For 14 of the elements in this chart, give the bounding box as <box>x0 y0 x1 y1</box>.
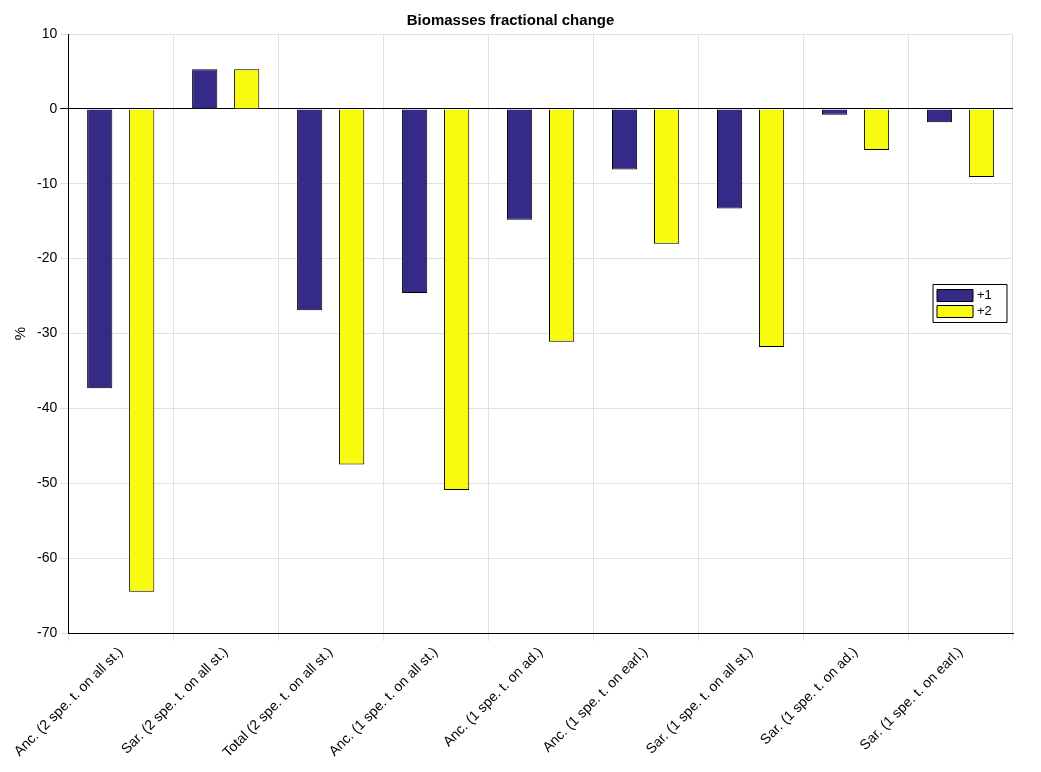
legend-label: +1 <box>977 287 992 303</box>
y-tick-label: 0 <box>49 99 58 116</box>
y-tick-label: 10 <box>41 24 58 41</box>
y-axis-title: % <box>11 326 29 341</box>
y-tick-label: -20 <box>37 249 58 266</box>
y-tick-label: -50 <box>37 474 58 491</box>
chart-title: Biomasses fractional change <box>406 11 615 29</box>
y-tick-label: -60 <box>37 549 58 566</box>
y-tick-label: -10 <box>37 174 58 191</box>
legend-label: +2 <box>977 303 992 319</box>
y-tick-label: -70 <box>37 623 58 640</box>
y-tick-label: -40 <box>37 399 58 416</box>
x-tick-label: Sar. (1 spe. t. on ad.) <box>756 643 861 748</box>
y-tick-label: -30 <box>37 324 58 341</box>
